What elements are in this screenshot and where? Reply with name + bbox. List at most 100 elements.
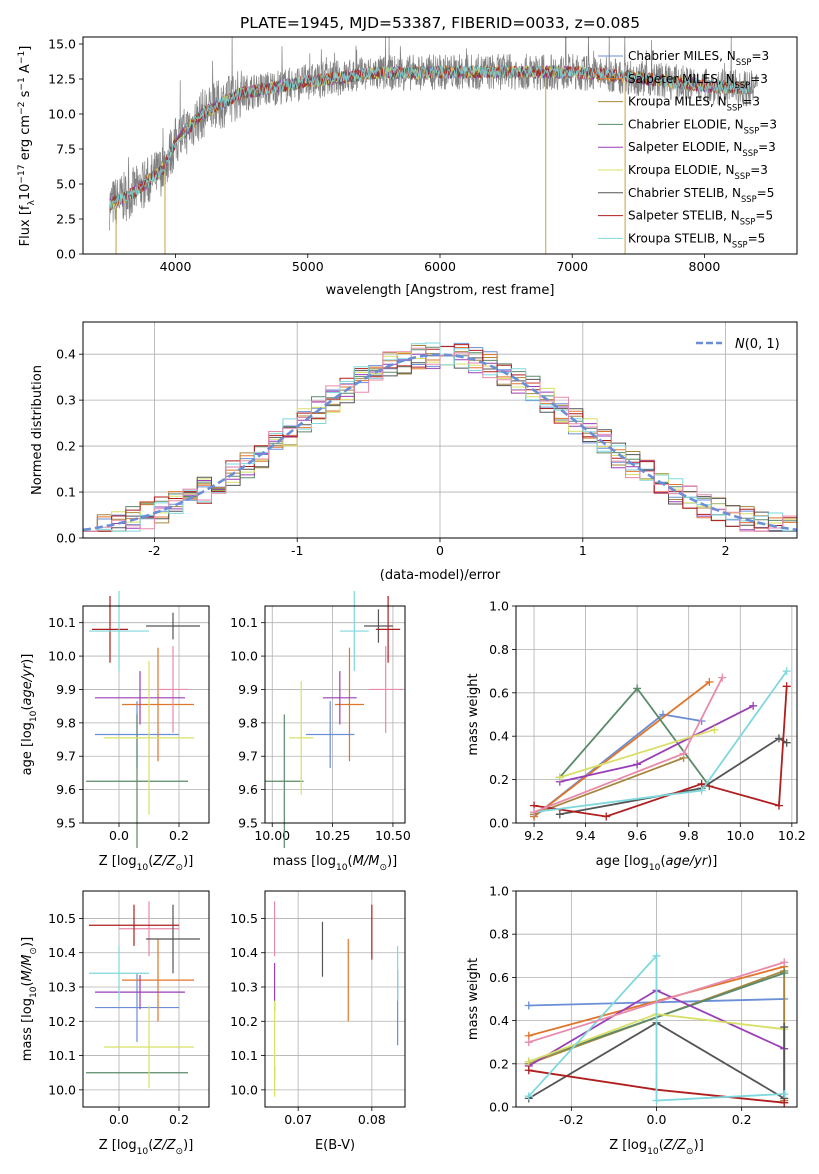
mass-vs-Z-axes: 0.0 0.2 10.0 10.1 10.2 10.3 10.4 10.5 Z [log10(Z… — [20, 890, 210, 1157]
y-tick-label: 9.8 — [238, 715, 258, 730]
weight-marker — [524, 1038, 533, 1047]
y-tick-label: 15.0 — [48, 37, 76, 52]
legend-entry: Chabrier ELODIE, NSSP=3 — [628, 117, 777, 135]
x-axis-label: Z [log10(Z/Z⊙)] — [609, 1138, 704, 1157]
x-tick-label: 6000 — [424, 259, 456, 274]
weight-series-6 — [559, 728, 715, 779]
weight-marker — [749, 701, 758, 710]
x-tick-label: 0.07 — [284, 1112, 312, 1127]
weight-marker — [718, 673, 727, 682]
x-tick-label: 9.4 — [576, 828, 596, 843]
x-tick-label: 1 — [579, 543, 587, 558]
y-tick-label: 7.5 — [56, 142, 76, 157]
y-tick-label: 0.0 — [56, 247, 76, 262]
legend-entry: Kroupa MILES, NSSP=3 — [628, 95, 760, 113]
legend-entry: Kroupa ELODIE, NSSP=3 — [628, 163, 768, 181]
y-tick-label: 0.0 — [489, 1100, 509, 1115]
x-tick-label: 0.08 — [358, 1112, 386, 1127]
x-tick-label: 9.8 — [679, 828, 699, 843]
y-tick-label: 9.6 — [56, 782, 76, 797]
y-axis-label: mass weight — [466, 958, 481, 1040]
y-tick-label: 12.5 — [48, 72, 76, 87]
legend-entry: Kroupa STELIB, NSSP=5 — [628, 231, 765, 249]
weight-marker — [633, 684, 642, 693]
weight-series-3 — [533, 757, 684, 816]
figure-title: PLATE=1945, MJD=53387, FIBERID=0033, z=0… — [240, 14, 640, 32]
age-vs-Z-axes: 0.0 0.2 9.5 9.6 9.7 9.8 9.9 10.0 10.1 Z [log10(Z/… — [20, 590, 210, 873]
x-tick-label: 0.0 — [109, 828, 129, 843]
x-tick-label: 2 — [722, 543, 730, 558]
x-tick-label: -2 — [148, 543, 160, 558]
age-vs-mass-axes: 10.00 10.25 10.50 9.5 9.6 9.7 9.8 9.9 10.0 10.1 ma… — [230, 590, 411, 873]
weight-marker — [652, 951, 661, 960]
weight-series-9 — [533, 670, 788, 813]
axes-frame — [82, 890, 210, 1108]
x-axis-label: wavelength [Angstrom, rest frame] — [326, 283, 555, 298]
model-spectrum-9 — [108, 64, 750, 212]
y-tick-label: 1.0 — [489, 599, 509, 614]
weight-marker — [774, 801, 783, 810]
weight-series-10 — [528, 961, 785, 1044]
axes-frame — [264, 890, 406, 1108]
y-tick-label: 0.3 — [56, 393, 76, 408]
weight-marker — [782, 682, 791, 691]
weight-marker — [780, 1023, 789, 1032]
y-tick-label: 5.0 — [56, 177, 76, 192]
axes-frame — [515, 605, 798, 824]
x-tick-label: 7000 — [556, 259, 588, 274]
weight-marker — [782, 667, 791, 676]
y-tick-label: 9.9 — [238, 682, 258, 697]
y-tick-label: 10.0 — [48, 1082, 76, 1097]
y-tick-label: 10.2 — [230, 1014, 258, 1029]
weight-marker — [602, 812, 611, 821]
x-tick-label: -1 — [291, 543, 303, 558]
y-tick-label: 10.0 — [48, 107, 76, 122]
y-tick-label: 10.4 — [230, 945, 258, 960]
y-tick-label: 10.2 — [48, 1014, 76, 1029]
x-tick-label: 5000 — [292, 259, 324, 274]
y-tick-label: 10.1 — [48, 615, 76, 630]
weight-marker — [524, 1092, 533, 1101]
weight-marker — [652, 1096, 661, 1105]
y-tick-label: 10.1 — [230, 615, 258, 630]
legend-entry: Salpeter MILES, NSSP=3 — [628, 72, 768, 90]
y-tick-label: 10.1 — [230, 1048, 258, 1063]
weight-vs-age-axes: 9.2 9.4 9.6 9.8 10.0 10.2 0.0 0.2 0.4 0.6 0.8 1.0 ag… — [466, 599, 806, 874]
weight-marker — [524, 1001, 533, 1010]
weight-marker — [780, 1098, 789, 1107]
weight-vs-Z-axes: -0.2 0.0 0.2 0.0 0.2 0.4 0.6 0.8 1.0 Z [log10(Z/Z… — [466, 884, 798, 1157]
y-tick-label: 10.3 — [230, 980, 258, 995]
legend-entry: N(0, 1) — [735, 337, 780, 352]
y-tick-label: 9.7 — [56, 749, 76, 764]
y-tick-label: 10.5 — [48, 911, 76, 926]
legend-entry: Chabrier MILES, NSSP=3 — [628, 49, 769, 67]
x-tick-label: 10.00 — [254, 828, 290, 843]
weight-marker — [697, 786, 706, 795]
y-tick-label: 0.2 — [489, 1056, 509, 1071]
x-axis-label: (data-model)/error — [380, 568, 501, 583]
axes-frame — [264, 605, 406, 824]
weight-marker — [555, 810, 564, 819]
y-axis-label: mass [log10(M/M⊙)] — [20, 937, 39, 1061]
y-tick-label: 0.6 — [489, 970, 509, 985]
weight-marker — [524, 1066, 533, 1075]
weight-marker — [633, 760, 642, 769]
weight-series-7 — [559, 737, 788, 816]
x-tick-label: 0.0 — [109, 1112, 129, 1127]
y-axis-label: Normed distribution — [30, 365, 45, 495]
y-axis-label: Flux [fλ10−17 erg cm−2 s−1 A−1] — [17, 46, 37, 247]
axes-frame — [82, 36, 798, 255]
normal-curve — [82, 353, 798, 532]
x-tick-label: 4000 — [160, 259, 192, 274]
y-tick-label: 0.6 — [489, 685, 509, 700]
x-tick-label: 0.2 — [169, 1112, 189, 1127]
weight-marker — [780, 1090, 789, 1099]
y-tick-label: 0.2 — [489, 772, 509, 787]
y-tick-label: 0.8 — [489, 927, 509, 942]
y-tick-label: 9.9 — [56, 682, 76, 697]
mass-vs-EBV-axes: 0.07 0.08 10.0 10.1 10.2 10.3 10.4 10.5 E(B-V) — [230, 890, 406, 1153]
x-axis-label: Z [log10(Z/Z⊙)] — [99, 1138, 194, 1157]
y-axis-label: age [log10(age/yr)] — [20, 654, 39, 776]
legend-entry: Salpeter STELIB, NSSP=5 — [628, 209, 773, 227]
